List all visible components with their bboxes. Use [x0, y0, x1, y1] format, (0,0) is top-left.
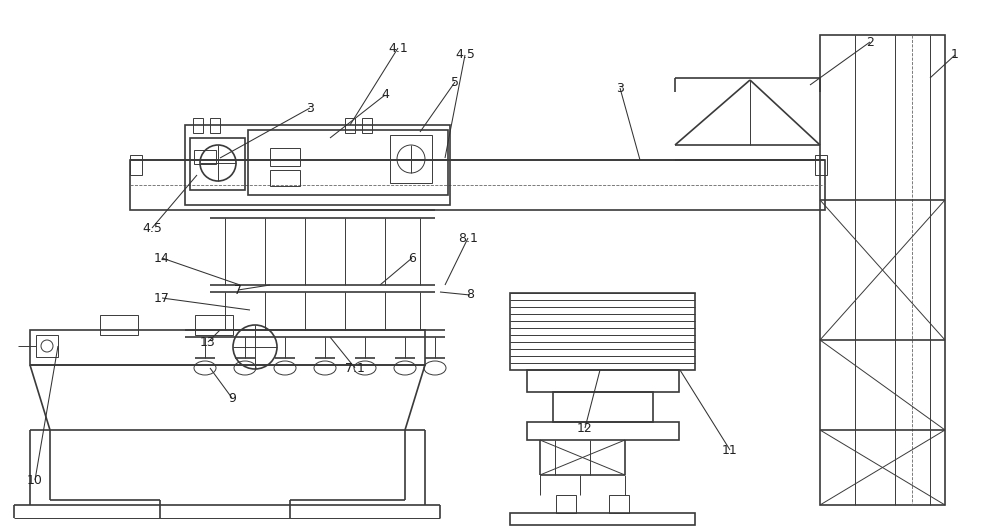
Text: 8.1: 8.1	[458, 232, 478, 244]
Bar	[527, 422, 679, 440]
Text: 4: 4	[381, 88, 389, 102]
Text: 14: 14	[154, 251, 170, 264]
Bar	[362, 118, 372, 133]
Text: 11: 11	[722, 443, 738, 457]
Text: 12: 12	[577, 422, 593, 434]
Bar	[345, 118, 355, 133]
Text: 2: 2	[866, 35, 874, 49]
Bar	[185, 125, 450, 205]
Text: 6: 6	[408, 251, 416, 264]
Bar	[210, 118, 220, 133]
Text: 13: 13	[200, 335, 216, 349]
Bar	[30, 330, 425, 365]
Text: 7: 7	[234, 284, 242, 296]
Bar	[390, 135, 432, 183]
Text: 4.1: 4.1	[388, 41, 408, 54]
Text: 17: 17	[154, 291, 170, 305]
Text: 5: 5	[451, 76, 459, 88]
Bar	[270, 170, 300, 186]
Bar	[130, 155, 142, 175]
Bar	[527, 370, 679, 392]
Text: 7.1: 7.1	[345, 361, 365, 375]
Bar	[556, 495, 576, 513]
Text: 10: 10	[27, 473, 43, 487]
Bar	[815, 155, 827, 175]
Bar	[194, 150, 216, 164]
Text: 8: 8	[466, 288, 474, 302]
Bar	[248, 130, 448, 195]
Text: 1: 1	[951, 49, 959, 61]
Text: 4.5: 4.5	[142, 222, 162, 234]
Bar	[195, 315, 233, 335]
Bar	[820, 35, 945, 505]
Bar	[130, 160, 825, 210]
Text: 9: 9	[228, 391, 236, 405]
Bar	[100, 315, 138, 335]
Bar	[609, 495, 629, 513]
Bar	[193, 118, 203, 133]
Bar	[510, 513, 695, 525]
Text: 3: 3	[616, 81, 624, 95]
Bar	[270, 148, 300, 166]
Bar	[190, 138, 245, 190]
Text: 3: 3	[306, 102, 314, 114]
Bar	[510, 293, 695, 370]
Text: 4.5: 4.5	[455, 49, 475, 61]
Bar	[36, 335, 58, 357]
Bar	[553, 392, 653, 422]
